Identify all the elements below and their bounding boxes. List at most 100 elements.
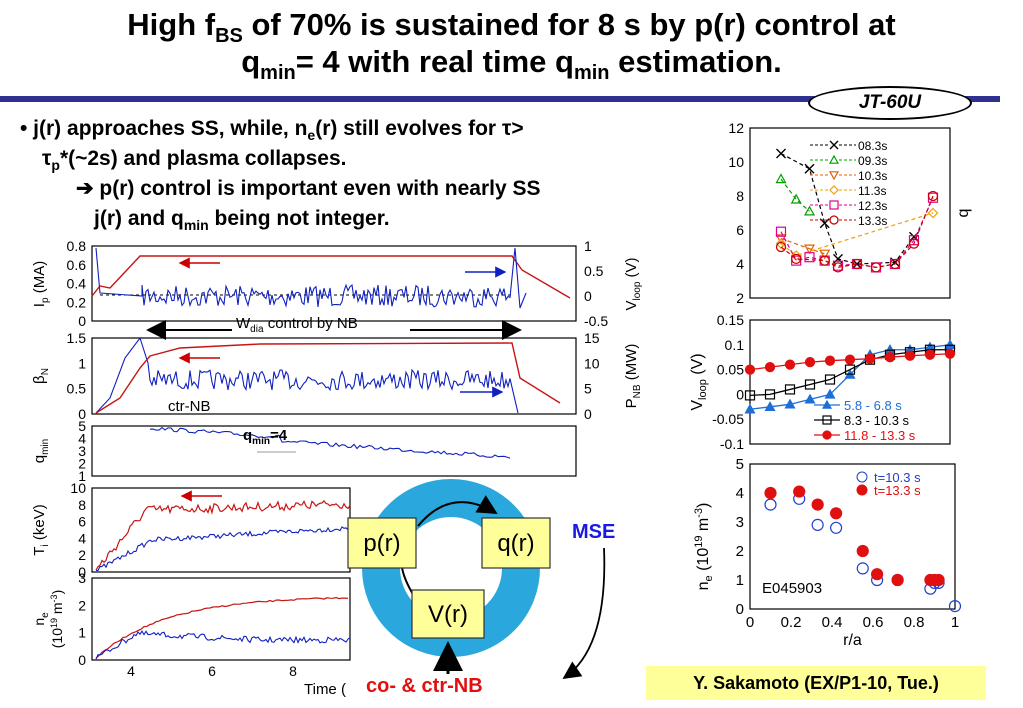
q-legend-marker-4 (829, 200, 839, 210)
bullet-line-4: j(r) and qmin being not integer. (94, 207, 390, 234)
q-legend-label-0: 08.3s (858, 139, 887, 153)
ne-point-1-0 (764, 486, 777, 500)
q-point-0-4 (833, 253, 843, 264)
q-legend-marker-1 (828, 154, 840, 164)
vloop-point-2-0 (744, 364, 756, 375)
q-point-4-0 (775, 226, 787, 237)
ne-point-0-10 (948, 600, 962, 613)
vloop-point-2-2 (784, 359, 796, 370)
ylabel-beta-n: βN (31, 368, 51, 384)
ne-legend-label-0: t=10.3 s (874, 470, 921, 485)
trace-ti-red (95, 499, 351, 571)
vloop-ytick-1: 0.1 (725, 337, 745, 353)
q-point-5-6 (870, 262, 882, 273)
vloop-point-2-7 (884, 352, 896, 363)
vloop-frame (749, 319, 951, 445)
trace-beta-n (95, 336, 519, 414)
tick-left-2-3: 2 (78, 456, 86, 472)
tick-left-3-0: 10 (70, 480, 86, 496)
tick-left-0-3: 0.2 (67, 294, 87, 310)
control-diagram: p(r) q(r) V(r) MSE co- & ctr-NB (347, 479, 615, 697)
q-point-0-2 (804, 163, 815, 174)
vloop-point-2-8 (904, 350, 916, 361)
ne-xtick-1: 0.2 (781, 614, 802, 631)
vloop-point-0-0 (744, 403, 756, 414)
tick-right-0-3: -0.5 (584, 313, 608, 329)
q-point-4-2 (804, 252, 815, 263)
q-frame (749, 127, 951, 299)
tick-left-2-2: 3 (78, 443, 86, 459)
trace-ti-blue (96, 526, 351, 572)
vloop-legend-label-2: 11.8 - 13.3 s (844, 428, 916, 443)
q-point-2-0 (775, 234, 787, 245)
q-ytick-5: 2 (736, 290, 744, 306)
tick-x-0: 4 (127, 663, 135, 679)
tick-left-1-1: 1 (78, 355, 86, 371)
ne-frame (749, 463, 956, 610)
wdia-label: Wdia control by NB (236, 315, 358, 335)
xlabel-time: Time ( (304, 681, 346, 698)
tick-left-4-1: 2 (78, 597, 86, 613)
bullet-line-3: ➔ p(r) control is important even with ne… (76, 177, 541, 200)
arrow-mse (562, 547, 606, 680)
ne-xlabel: r/a (843, 632, 862, 649)
ctr-nb-label: ctr-NB (168, 398, 211, 415)
trace-vloop (95, 247, 527, 309)
q-legend-label-3: 11.3s (858, 184, 886, 198)
q-line-2 (780, 237, 825, 255)
vloop-legend-label-1: 8.3 - 10.3 s (844, 413, 910, 428)
vloop-ytick-0: 0.15 (717, 312, 744, 328)
ne-xtick-4: 0.8 (904, 614, 925, 631)
tick-x-1: 6 (208, 663, 216, 679)
ne-ytick-0: 5 (736, 456, 744, 473)
ne-xtick-2: 0.4 (822, 614, 843, 631)
ne-point-1-6 (891, 573, 904, 587)
vloop-legend-marker-2 (822, 430, 832, 440)
vloop-point-1-4 (824, 374, 836, 385)
vloop-point-1-0 (744, 390, 756, 401)
vloop-point-1-1 (764, 389, 776, 400)
q-legend-marker-3 (829, 185, 839, 195)
q-legend-marker-0 (829, 140, 839, 150)
tick-right-1-2: 5 (584, 381, 592, 397)
title-rule (0, 96, 1000, 102)
ne-xtick-0: 0 (746, 614, 754, 631)
ne-point-0-4 (856, 562, 869, 575)
ne-point-1-2 (811, 498, 824, 511)
q-legend-label-4: 12.3s (858, 199, 887, 213)
device-badge: JT-60U (808, 86, 972, 120)
vloop-point-1-3 (804, 379, 816, 390)
box-p-label: p(r) (363, 530, 400, 557)
q-ytick-0: 12 (728, 120, 744, 136)
box-v (411, 589, 485, 639)
mse-label: MSE (572, 521, 615, 543)
q-legend-marker-2 (828, 171, 840, 181)
vloop-point-2-4 (824, 355, 836, 366)
q-point-5-3 (819, 255, 830, 266)
tick-left-1-0: 1.5 (67, 330, 87, 346)
ylabel-qmin: qmin (31, 439, 51, 463)
vloop-point-1-5 (844, 364, 856, 375)
q-line-3 (780, 212, 934, 257)
q-legend-label-1: 09.3s (858, 154, 887, 168)
chart-ne-profile: 5 4 3 2 1 00 0.2 0.4 0.6 0.8 1 r/a ne (1019 m-3) E045… (693, 456, 962, 649)
tick-left-2-0: 5 (78, 418, 86, 434)
ne-point-1-4 (856, 544, 869, 558)
box-v-label: V(r) (428, 601, 468, 628)
tick-right-1-1: 10 (584, 355, 600, 371)
ylabel-ne-units: (1019 m-3) (49, 590, 65, 649)
q-point-2-2 (803, 244, 816, 255)
tick-left-2-4: 1 (78, 468, 86, 484)
time-trace-figure: Wdia control by NB ctr-NB qmin=4 Ip (MA)… (31, 238, 643, 698)
q-point-1-0 (775, 173, 787, 184)
tick-left-4-0: 3 (78, 570, 86, 586)
q-point-5-4 (832, 262, 844, 273)
q-point-1-2 (803, 205, 816, 216)
tick-left-1-3: 0 (78, 406, 86, 422)
q-point-3-9 (927, 207, 939, 219)
box-q-label: q(r) (497, 530, 534, 557)
tick-right-0-2: 0 (584, 288, 592, 304)
tick-right-0-1: 0.5 (584, 263, 604, 279)
ne-legend-label-1: t=13.3 s (874, 483, 921, 498)
trace-ne (95, 596, 349, 659)
